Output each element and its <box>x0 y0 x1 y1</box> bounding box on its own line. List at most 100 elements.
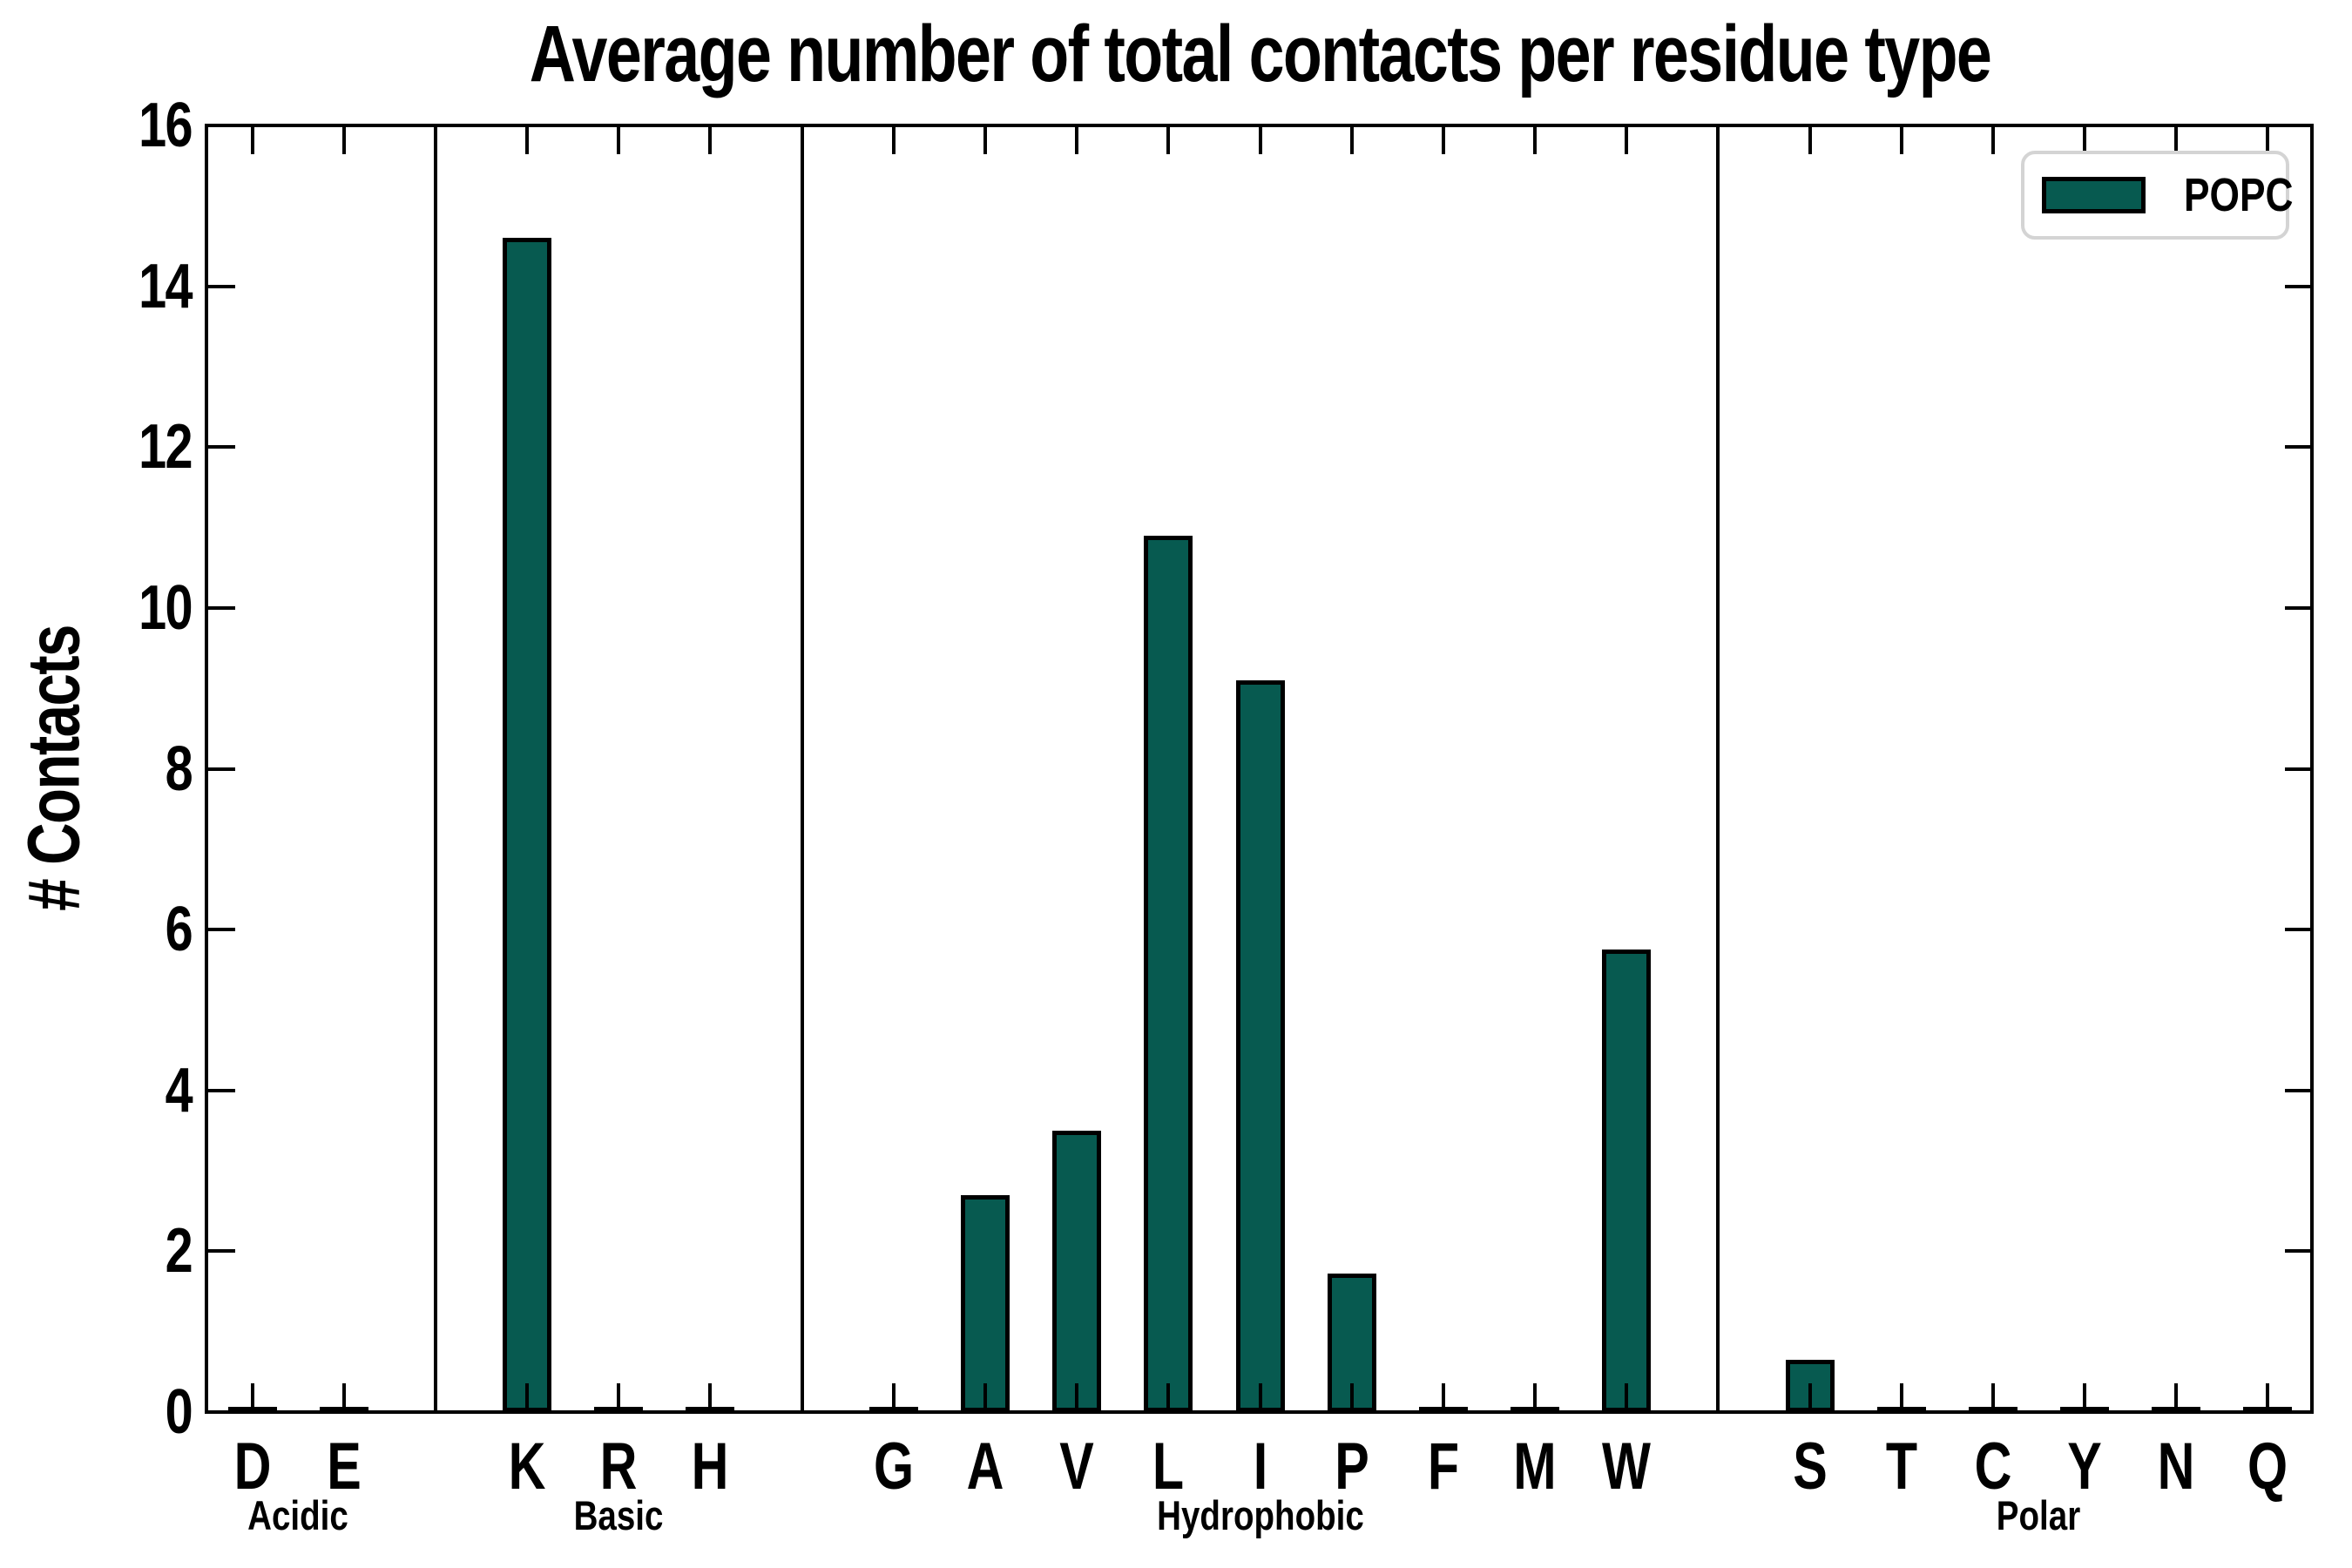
x-tick-top-V <box>1075 127 1079 154</box>
group-separator-0 <box>433 127 437 1412</box>
x-tick-bottom-N <box>2174 1383 2179 1410</box>
x-tick-top-C <box>1990 127 1995 154</box>
x-tick-bottom-M <box>1533 1383 1538 1410</box>
y-tick-right-4 <box>2285 1088 2312 1092</box>
y-tick-label-6: 6 <box>165 895 193 965</box>
y-tick-label-0: 0 <box>165 1377 193 1447</box>
x-tick-top-Y <box>2083 127 2087 154</box>
x-tick-top-P <box>1349 127 1354 154</box>
legend-swatch-popc <box>2042 177 2146 213</box>
group-label-Hydrophobic: Hydrophobic <box>1156 1492 1364 1538</box>
x-tick-label-G: G <box>873 1429 914 1504</box>
bar-L <box>1144 536 1193 1412</box>
x-tick-bottom-Q <box>2266 1383 2270 1410</box>
x-tick-top-M <box>1533 127 1538 154</box>
y-tick-left-10 <box>208 605 235 610</box>
y-tick-left-0 <box>208 1410 235 1414</box>
x-tick-bottom-I <box>1258 1383 1262 1410</box>
x-tick-label-T: T <box>1885 1429 1917 1504</box>
y-tick-label-4: 4 <box>165 1055 193 1125</box>
x-tick-label-W: W <box>1602 1429 1652 1504</box>
x-tick-label-M: M <box>1513 1429 1557 1504</box>
group-separator-2 <box>1716 127 1720 1412</box>
x-tick-top-I <box>1258 127 1262 154</box>
x-tick-top-N <box>2174 127 2179 154</box>
x-tick-bottom-K <box>525 1383 530 1410</box>
x-tick-label-C: C <box>1974 1429 2012 1504</box>
bar-I <box>1236 680 1285 1412</box>
y-tick-left-8 <box>208 767 235 771</box>
x-tick-label-H: H <box>692 1429 729 1504</box>
x-tick-top-A <box>983 127 987 154</box>
bar-V <box>1052 1131 1101 1412</box>
x-tick-label-A: A <box>966 1429 1004 1504</box>
x-tick-bottom-Y <box>2083 1383 2087 1410</box>
y-tick-right-12 <box>2285 445 2312 449</box>
x-tick-label-Q: Q <box>2247 1429 2288 1504</box>
x-tick-bottom-E <box>341 1383 346 1410</box>
y-tick-right-6 <box>2285 928 2312 932</box>
y-tick-left-16 <box>208 124 235 127</box>
x-tick-label-V: V <box>1059 1429 1094 1504</box>
x-tick-top-W <box>1625 127 1629 154</box>
y-tick-label-16: 16 <box>139 91 193 160</box>
x-tick-top-T <box>1899 127 1903 154</box>
group-label-Polar: Polar <box>1997 1492 2081 1538</box>
x-tick-bottom-W <box>1625 1383 1629 1410</box>
x-tick-bottom-D <box>250 1383 254 1410</box>
x-tick-bottom-P <box>1349 1383 1354 1410</box>
y-tick-label-14: 14 <box>139 251 193 321</box>
x-tick-top-L <box>1166 127 1171 154</box>
y-tick-label-12: 12 <box>139 412 193 483</box>
x-tick-top-F <box>1441 127 1445 154</box>
legend: POPC <box>2021 151 2293 240</box>
x-tick-top-D <box>250 127 254 154</box>
bar-A <box>961 1195 1010 1412</box>
x-tick-bottom-G <box>891 1383 896 1410</box>
y-tick-right-0 <box>2285 1410 2312 1414</box>
y-tick-right-10 <box>2285 605 2312 610</box>
y-tick-right-14 <box>2285 284 2312 288</box>
y-tick-label-10: 10 <box>139 572 193 643</box>
x-tick-top-K <box>525 127 530 154</box>
y-tick-left-6 <box>208 928 235 932</box>
y-tick-left-14 <box>208 284 235 288</box>
x-tick-label-K: K <box>508 1429 546 1504</box>
x-tick-top-G <box>891 127 896 154</box>
x-tick-label-I: I <box>1253 1429 1267 1504</box>
x-tick-top-E <box>341 127 346 154</box>
y-tick-right-16 <box>2285 124 2312 127</box>
x-tick-label-R: R <box>599 1429 638 1504</box>
y-tick-left-12 <box>208 445 235 449</box>
x-tick-top-S <box>1808 127 1812 154</box>
x-tick-bottom-H <box>708 1383 713 1410</box>
x-tick-bottom-F <box>1441 1383 1445 1410</box>
y-tick-label-2: 2 <box>165 1216 193 1287</box>
y-tick-left-2 <box>208 1249 235 1254</box>
x-tick-bottom-V <box>1075 1383 1079 1410</box>
x-tick-top-R <box>617 127 621 154</box>
x-tick-label-P: P <box>1334 1429 1369 1504</box>
group-label-Basic: Basic <box>573 1492 664 1538</box>
group-separator-1 <box>800 127 804 1412</box>
x-tick-bottom-R <box>617 1383 621 1410</box>
bar-W <box>1602 950 1651 1412</box>
x-tick-label-E: E <box>326 1429 362 1504</box>
x-tick-label-L: L <box>1152 1429 1185 1504</box>
legend-label: POPC <box>2184 169 2294 221</box>
x-tick-label-F: F <box>1427 1429 1459 1504</box>
x-tick-bottom-L <box>1166 1383 1171 1410</box>
y-tick-left-4 <box>208 1088 235 1092</box>
x-tick-label-N: N <box>2157 1429 2195 1504</box>
x-tick-bottom-T <box>1899 1383 1903 1410</box>
group-label-Acidic: Acidic <box>247 1492 348 1538</box>
x-tick-top-Q <box>2266 127 2270 154</box>
y-tick-right-2 <box>2285 1249 2312 1254</box>
x-tick-top-H <box>708 127 713 154</box>
x-tick-bottom-S <box>1808 1383 1812 1410</box>
chart-title: Average number of total contacts per res… <box>529 10 1992 98</box>
y-tick-right-8 <box>2285 767 2312 771</box>
x-tick-label-Y: Y <box>2067 1429 2102 1504</box>
x-tick-bottom-A <box>983 1383 987 1410</box>
